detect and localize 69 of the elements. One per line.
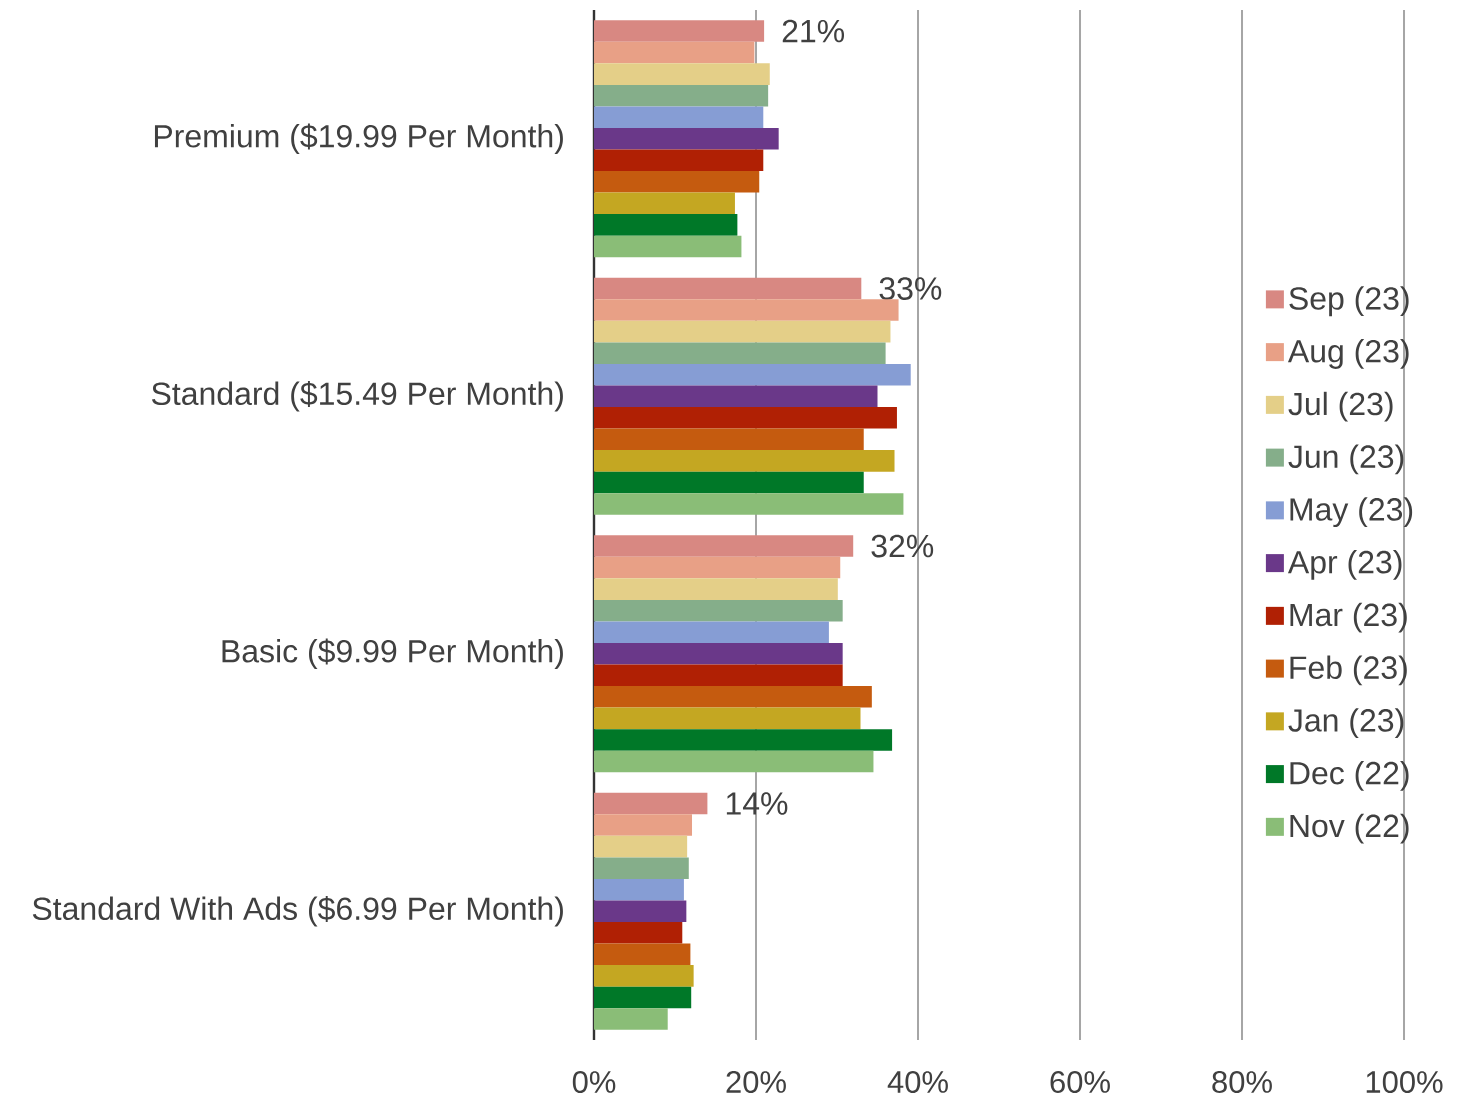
legend-label: Nov (22) [1290, 813, 1409, 844]
bar [594, 792, 708, 815]
x-tick-label: 40% [887, 1071, 948, 1093]
bar [594, 857, 689, 879]
data-label: 32% [871, 534, 934, 558]
legend-label: Dec (22) [1290, 761, 1409, 791]
bar [594, 63, 770, 85]
bar [594, 707, 861, 730]
bar [594, 342, 886, 364]
bar [594, 965, 694, 987]
bar [594, 556, 841, 579]
bar [594, 535, 854, 557]
x-tick-label: 20% [726, 1071, 786, 1093]
bar [594, 41, 755, 64]
x-tick-label: 60% [1050, 1071, 1110, 1093]
bar [594, 20, 765, 42]
bar [594, 428, 864, 451]
x-tick-label: 100% [1366, 1071, 1443, 1093]
bar [594, 320, 891, 343]
legend-label: Jul (23) [1288, 391, 1393, 422]
bar [594, 750, 874, 773]
bar [594, 814, 693, 836]
bar [594, 214, 738, 236]
bar [594, 621, 829, 643]
bar [594, 986, 692, 1009]
bar [594, 84, 769, 107]
bar [594, 471, 864, 494]
legend-label: Jan (23) [1288, 708, 1404, 739]
bar [594, 277, 862, 300]
bar [594, 171, 760, 193]
legend-label: Aug (23) [1287, 339, 1409, 369]
y-tick-label: Standard ($15.49 Per Month) [151, 381, 563, 412]
legend-label: Sep (23) [1289, 286, 1409, 317]
data-label: 21% [782, 19, 845, 43]
bar [594, 106, 764, 128]
y-tick-label: Premium ($19.99 Per Month) [154, 123, 563, 154]
bar [594, 450, 895, 472]
bar [594, 729, 893, 751]
bar [594, 363, 911, 386]
bar [594, 664, 843, 687]
bar [594, 599, 843, 622]
data-label: 14% [726, 792, 788, 815]
bar [594, 127, 779, 150]
bar [594, 922, 683, 944]
data-label: 33% [879, 277, 942, 300]
bar [594, 878, 684, 901]
y-tick-label: Basic ($9.99 Per Month) [222, 638, 563, 669]
legend-label: Mar (23) [1290, 602, 1407, 633]
legend-label: Feb (23) [1290, 655, 1407, 686]
bar [594, 835, 688, 858]
legend-label: May (23) [1290, 497, 1413, 528]
bar [594, 299, 899, 321]
bar [594, 493, 904, 515]
bar [594, 235, 742, 258]
bar [594, 900, 687, 923]
bar [594, 686, 872, 708]
bar [594, 1008, 668, 1030]
bar [594, 642, 843, 665]
y-tick-label: Standard With Ads ($6.99 Per Month) [32, 896, 563, 927]
bar [594, 407, 897, 429]
bar [594, 578, 838, 600]
bar [594, 192, 735, 215]
legend-label: Jun (23) [1288, 444, 1404, 475]
bar [594, 385, 878, 408]
bar [594, 149, 764, 172]
bar [594, 943, 691, 966]
x-tick-label: 80% [1212, 1071, 1272, 1093]
legend-label: Apr (23) [1287, 550, 1402, 580]
x-tick-label: 0% [572, 1071, 616, 1093]
